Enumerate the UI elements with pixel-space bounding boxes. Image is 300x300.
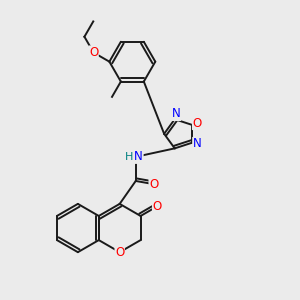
Text: N: N <box>134 150 143 163</box>
Text: N: N <box>172 107 181 120</box>
Text: O: O <box>115 246 124 259</box>
Text: N: N <box>193 137 202 151</box>
Text: O: O <box>152 200 162 213</box>
Text: O: O <box>193 116 202 130</box>
Text: O: O <box>149 178 158 190</box>
Text: O: O <box>89 46 98 59</box>
Text: H: H <box>125 152 134 162</box>
